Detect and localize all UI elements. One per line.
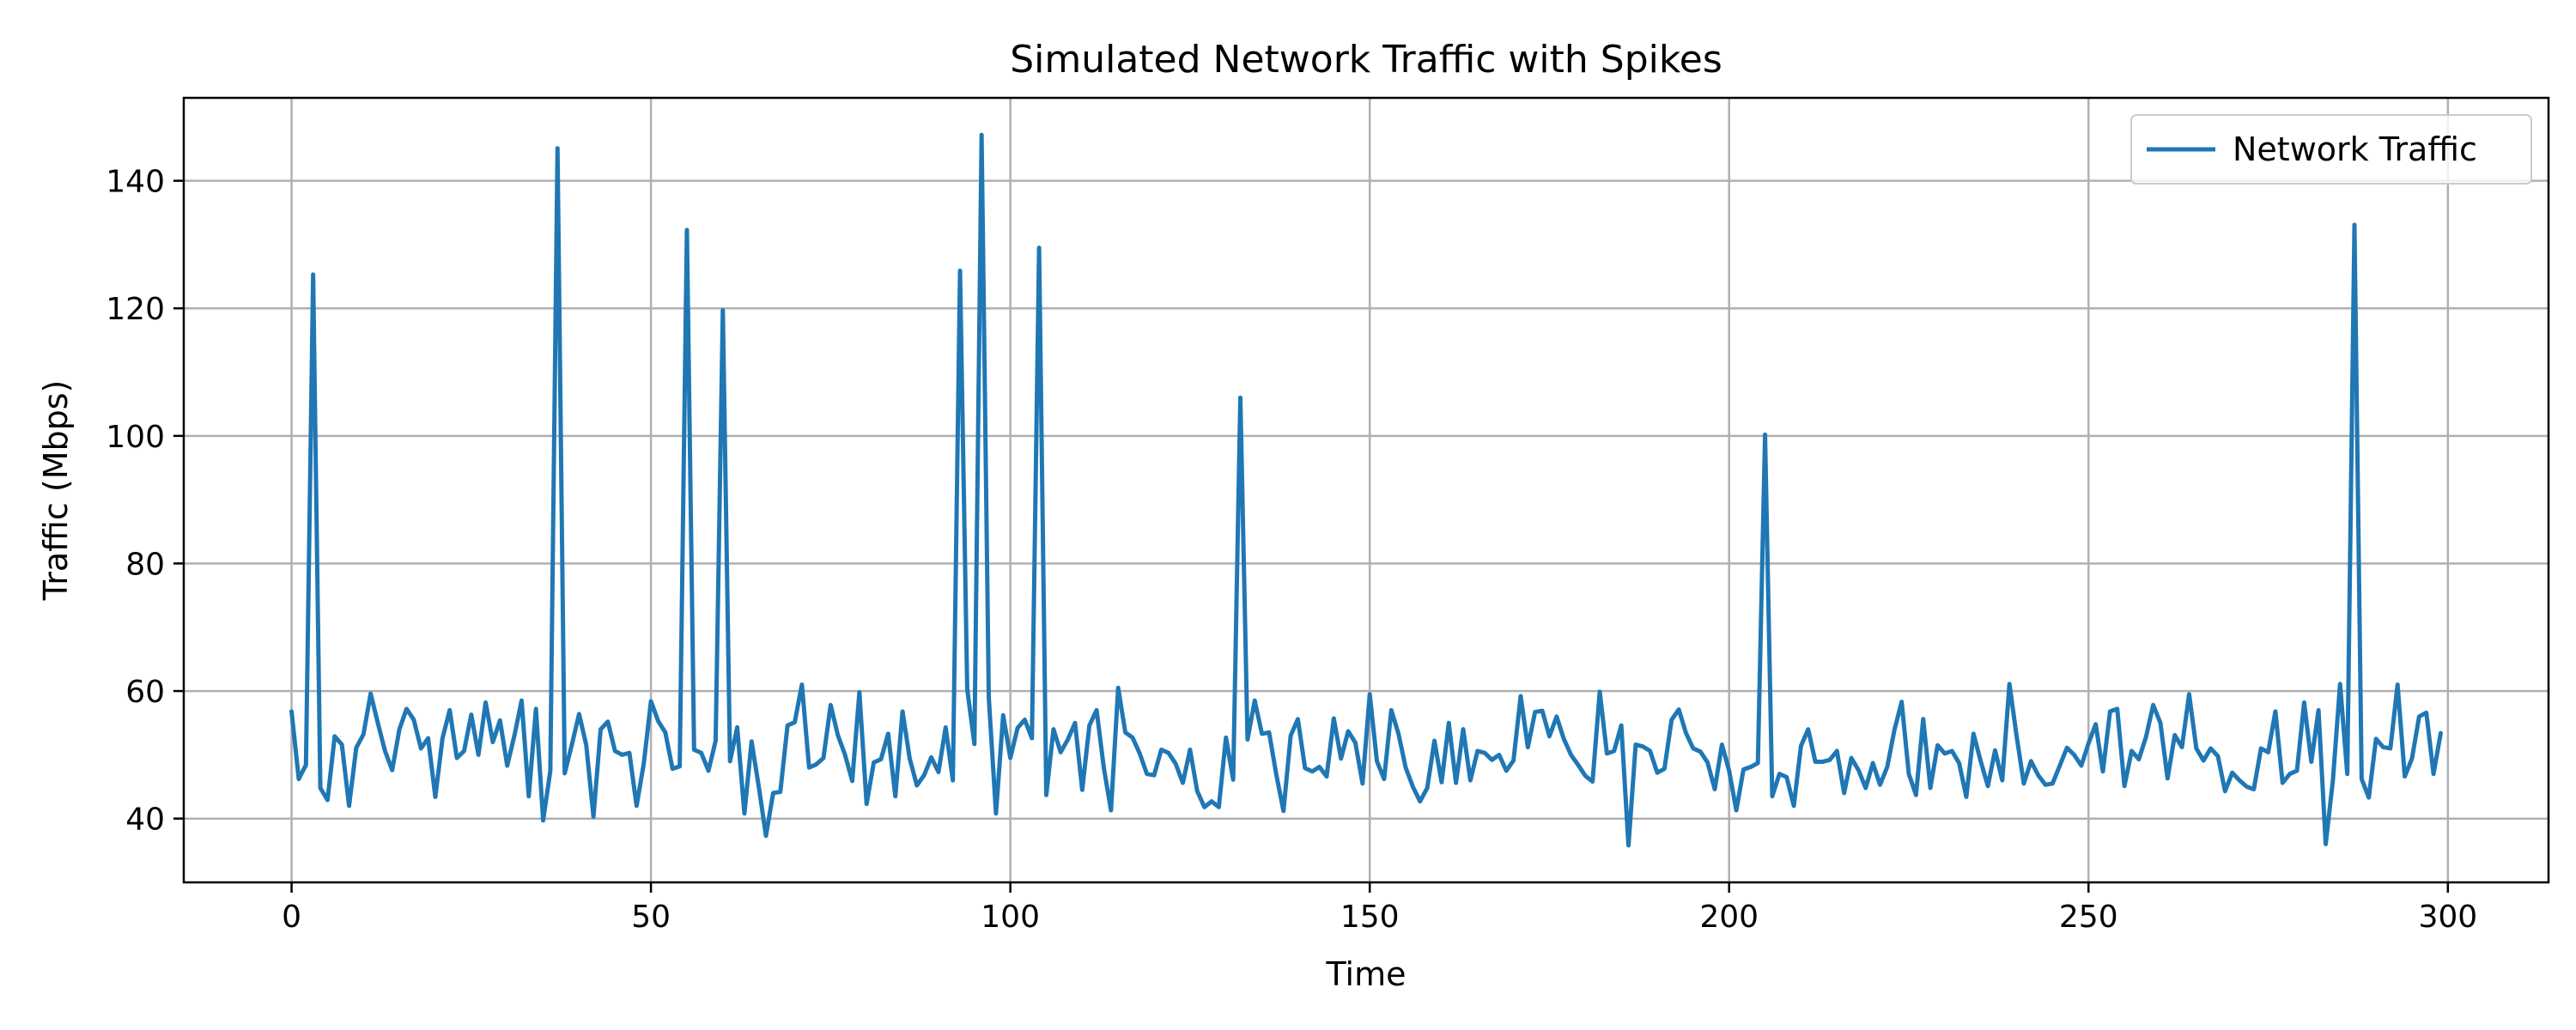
series-group bbox=[289, 132, 2443, 848]
x-tick-label: 50 bbox=[631, 900, 671, 935]
chart-title: Simulated Network Traffic with Spikes bbox=[1010, 38, 1722, 82]
y-axis-label: Traffic (Mbps) bbox=[37, 380, 75, 602]
legend: Network Traffic bbox=[2130, 114, 2532, 185]
x-tick-label: 150 bbox=[1340, 900, 1400, 935]
y-tick-label: 140 bbox=[106, 165, 165, 200]
x-tick-label: 300 bbox=[2418, 900, 2477, 935]
y-tick-label: 40 bbox=[125, 803, 165, 838]
y-tick-label: 100 bbox=[106, 420, 165, 455]
legend-box bbox=[2130, 114, 2532, 185]
series-line-network-traffic bbox=[289, 132, 2443, 848]
y-tick-label: 80 bbox=[125, 547, 165, 582]
y-axis: 40 60 80 100 120 140 bbox=[106, 165, 184, 838]
x-axis: 0 50 100 150 200 250 300 bbox=[282, 882, 2477, 935]
legend-label: Network Traffic bbox=[2233, 130, 2477, 168]
x-tick-label: 200 bbox=[1699, 900, 1759, 935]
x-tick-label: 0 bbox=[282, 900, 301, 935]
y-tick-label: 120 bbox=[106, 292, 165, 327]
plot-area-frame bbox=[182, 96, 2550, 884]
y-tick-label: 60 bbox=[125, 675, 165, 710]
x-tick-label: 250 bbox=[2059, 900, 2118, 935]
x-tick-label: 100 bbox=[981, 900, 1040, 935]
x-axis-label: Time bbox=[1326, 955, 1406, 993]
